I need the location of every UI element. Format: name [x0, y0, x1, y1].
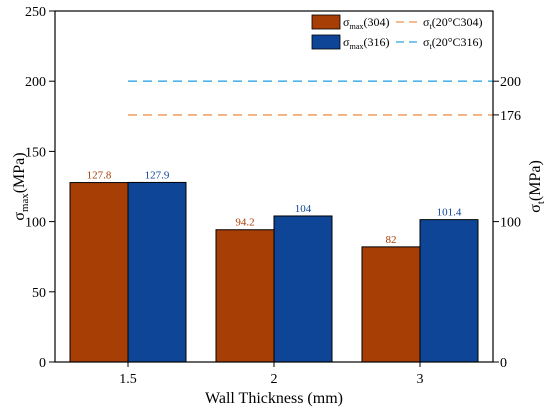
bars-group [69, 181, 479, 363]
legend: σmax(304) σt(20°C304) σmax(316) σt(20°C316) [311, 14, 483, 51]
legend-swatch-series2 [311, 34, 341, 50]
left-tick-label: 50 [32, 286, 46, 301]
legend-swatch-series1 [311, 14, 341, 30]
data-label-series1-2: 94.2 [235, 217, 254, 229]
x-axis: 1.5 2 3 [119, 362, 424, 387]
data-label-series1-1.5: 127.8 [87, 170, 112, 182]
legend-label-reference1: σt(20°C304) [423, 15, 483, 31]
x-tick-label: 2 [271, 372, 278, 387]
data-label-series2-1.5: 127.9 [145, 169, 170, 181]
left-tick-label: 0 [39, 356, 46, 371]
legend-label-series2: σmax(316) [343, 35, 390, 51]
right-tick-label: 100 [500, 216, 521, 231]
x-axis-label: Wall Thickness (mm) [205, 390, 343, 407]
left-tick-label: 100 [25, 216, 46, 231]
data-label-series1-3: 82 [386, 234, 397, 246]
left-tick-label: 200 [25, 75, 46, 90]
legend-label-reference2: σt(20°C316) [423, 35, 483, 51]
x-tick-label: 1.5 [119, 372, 137, 387]
bar-series2-1.5 [127, 181, 187, 363]
reference-lines-group [128, 80, 493, 116]
left-y-axis: 0 50 100 150 200 250 [25, 5, 55, 371]
bar-series2-3 [419, 219, 479, 363]
y-axis-label-right: σt(MPa) [527, 160, 547, 213]
bar-series1-3 [361, 246, 421, 363]
left-tick-label: 250 [25, 5, 46, 20]
left-tick-label: 150 [25, 145, 46, 160]
x-tick-label: 3 [417, 372, 424, 387]
value-labels-group: 127.8 127.9 94.2 104 82 101.4 [87, 169, 462, 245]
data-label-series2-3: 101.4 [437, 207, 462, 219]
right-tick-label: 0 [500, 356, 507, 371]
right-tick-label: 176 [500, 109, 521, 124]
bar-series1-1.5 [69, 182, 129, 363]
data-label-series2-2: 104 [295, 203, 312, 215]
y-axis-label-left-text: σmax(MPa) [11, 152, 31, 220]
right-tick-label: 200 [500, 75, 521, 90]
legend-label-series1: σmax(304) [343, 15, 390, 31]
y-axis-label-right-text: σt(MPa) [527, 160, 547, 213]
y-axis-label-left: σmax(MPa) [11, 152, 31, 220]
bar-series2-2 [273, 215, 333, 363]
right-y-axis: 0 100 176 200 [493, 75, 521, 371]
bar-series1-2 [215, 229, 275, 363]
